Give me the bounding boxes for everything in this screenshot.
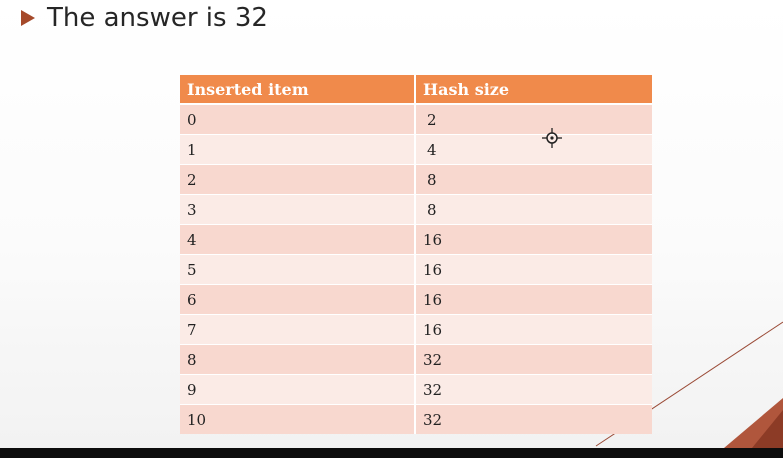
hash-size-cell: 4 (414, 134, 652, 165)
hash-size-cell: 2 (414, 103, 652, 135)
inserted-item-cell: 2 (180, 164, 415, 195)
table-row: 6 16 (180, 284, 652, 315)
slide: The answer is 32 Inserted item Hash size… (0, 0, 783, 448)
inserted-item-cell: 6 (180, 284, 415, 315)
table-row: 4 16 (180, 224, 652, 255)
table-header-row: Inserted item Hash size (180, 75, 652, 105)
table-row: 10 32 (180, 404, 652, 434)
table-row: 8 32 (180, 344, 652, 375)
inserted-item-cell: 7 (180, 314, 415, 345)
hash-size-cell: 16 (414, 224, 652, 255)
table-row: 3 8 (180, 194, 652, 225)
hash-size-table: Inserted item Hash size 0 2 1 4 2 8 3 8 (180, 75, 652, 434)
table-row: 1 4 (180, 134, 652, 165)
slide-corner-decoration (595, 321, 783, 448)
inserted-item-cell: 3 (180, 194, 415, 225)
hash-size-cell: 32 (414, 404, 652, 434)
hash-size-cell: 32 (414, 344, 652, 375)
hash-size-cell: 8 (414, 164, 652, 195)
table-row: 5 16 (180, 254, 652, 285)
table-row: 9 32 (180, 374, 652, 405)
table-row: 7 16 (180, 314, 652, 345)
hash-size-cell: 32 (414, 374, 652, 405)
inserted-item-cell: 0 (180, 103, 415, 135)
slide-heading: The answer is 32 (47, 3, 268, 33)
inserted-item-cell: 8 (180, 344, 415, 375)
table-row: 0 2 (180, 103, 652, 135)
bottom-strip (0, 458, 783, 466)
inserted-item-cell: 5 (180, 254, 415, 285)
inserted-item-cell: 1 (180, 134, 415, 165)
table-row: 2 8 (180, 164, 652, 195)
hash-size-cell: 16 (414, 254, 652, 285)
hash-size-cell: 16 (414, 284, 652, 315)
inserted-item-cell: 4 (180, 224, 415, 255)
triangle-bullet-icon (21, 10, 35, 26)
hash-size-cell: 8 (414, 194, 652, 225)
header-inserted-item: Inserted item (180, 75, 415, 105)
bullet-row: The answer is 32 (21, 2, 268, 34)
inserted-item-cell: 10 (180, 404, 415, 434)
bottom-bar (0, 448, 783, 458)
inserted-item-cell: 9 (180, 374, 415, 405)
hash-size-cell: 16 (414, 314, 652, 345)
crosshair-cursor-icon (542, 128, 562, 148)
header-hash-size: Hash size (414, 75, 652, 105)
